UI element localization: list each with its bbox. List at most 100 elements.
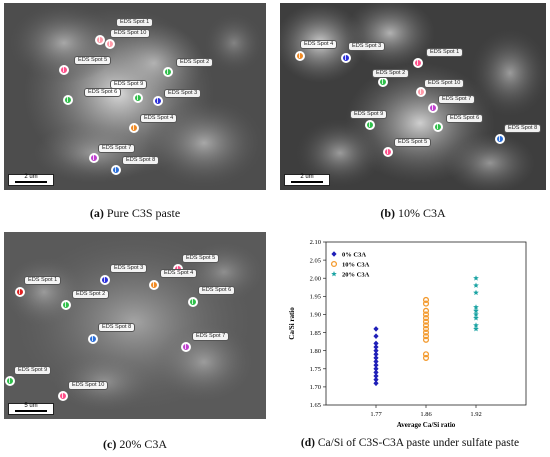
eds-spot-label: EDS Spot 9 xyxy=(350,110,388,119)
eds-spot-label: EDS Spot 4 xyxy=(140,114,178,123)
data-point xyxy=(373,362,379,368)
data-point xyxy=(422,325,430,332)
eds-spot-marker xyxy=(100,275,110,285)
data-point xyxy=(422,315,430,322)
data-point xyxy=(422,354,430,361)
data-point xyxy=(373,326,379,332)
data-point xyxy=(422,311,430,318)
sem-image-b: 2 um xyxy=(280,3,546,190)
data-point xyxy=(422,333,430,340)
data-point xyxy=(473,315,479,321)
eds-spot-label: EDS Spot 9 xyxy=(14,366,52,375)
x-tick-label: 1.92 xyxy=(470,411,481,418)
legend-entry: 0% C3A xyxy=(342,251,366,258)
data-point xyxy=(422,329,430,336)
data-point xyxy=(373,373,379,379)
ca-si-scatter-chart: 1.65 1.70 1.75 1.80 1.85 1.90 1.95 2.00 2.05 2.10… xyxy=(288,239,527,429)
x-tick-label: 1.86 xyxy=(420,411,432,418)
eds-spot-label: EDS Spot 1 xyxy=(116,18,154,27)
y-tick-label: 1.75 xyxy=(310,366,321,373)
chart-panel-d: 1.65 1.70 1.75 1.80 1.85 1.90 1.95 2.00 2.05 2.10… xyxy=(276,232,546,429)
y-axis-label: Ca/Si ratio xyxy=(288,307,296,340)
eds-spot-marker xyxy=(15,287,25,297)
y-tick-label: 1.70 xyxy=(310,384,321,391)
x-tick-label: 1.77 xyxy=(370,411,382,418)
eds-spot-marker xyxy=(95,35,105,45)
eds-spot-marker xyxy=(149,280,159,290)
legend-entry: 20% C3A xyxy=(342,271,370,278)
data-point xyxy=(373,333,379,339)
eds-spot-label: EDS Spot 7 xyxy=(98,144,136,153)
data-point xyxy=(373,380,379,387)
eds-spot-label: EDS Spot 9 xyxy=(110,80,148,89)
data-point xyxy=(422,300,430,307)
y-tick-label: 2.00 xyxy=(310,275,321,282)
eds-spot-marker xyxy=(295,51,305,61)
y-tick-label: 1.90 xyxy=(310,312,321,319)
eds-spot-marker xyxy=(163,67,173,77)
data-point xyxy=(422,322,430,329)
eds-spot-label: EDS Spot 7 xyxy=(192,332,230,341)
data-point xyxy=(373,340,379,347)
data-point xyxy=(422,351,430,358)
caption-a: (a) Pure C3S paste xyxy=(89,206,181,220)
data-point xyxy=(473,304,479,310)
data-point xyxy=(373,369,379,376)
caption-c: (c) 20% C3A xyxy=(103,437,167,451)
caption-b: (b) 10% C3A xyxy=(380,206,446,220)
eds-spot-marker xyxy=(61,300,71,310)
y-tick-label: 2.10 xyxy=(310,239,321,246)
data-point xyxy=(422,318,430,325)
eds-spot-label: EDS Spot 5 xyxy=(394,138,432,147)
eds-spot-label: EDS Spot 1 xyxy=(24,276,62,285)
sem-texture-b xyxy=(280,3,546,190)
y-tick-label: 1.80 xyxy=(310,348,321,355)
eds-spot-marker xyxy=(5,376,15,386)
eds-spot-marker xyxy=(433,122,443,132)
eds-spot-marker xyxy=(58,391,68,401)
data-point xyxy=(373,351,379,358)
data-point xyxy=(473,311,479,317)
y-tick-label: 1.65 xyxy=(310,402,321,409)
eds-spot-marker xyxy=(89,153,99,163)
data-point xyxy=(473,307,479,314)
eds-spot-label: EDS Spot 2 xyxy=(372,69,410,78)
eds-spot-marker xyxy=(129,123,139,133)
y-tick-label: 1.95 xyxy=(310,294,321,301)
legend-marker xyxy=(331,271,337,277)
eds-spot-marker xyxy=(111,165,121,175)
scale-bar-b: 2 um xyxy=(284,174,330,186)
eds-spot-label: EDS Spot 3 xyxy=(110,264,148,273)
eds-spot-marker xyxy=(365,120,375,130)
eds-spot-label: EDS Spot 10 xyxy=(68,381,109,390)
y-tick-label: 1.85 xyxy=(310,330,321,337)
eds-spot-label: EDS Spot 2 xyxy=(72,290,110,299)
eds-spot-label: EDS Spot 7 xyxy=(438,95,476,104)
legend-marker xyxy=(331,251,337,257)
eds-spot-label: EDS Spot 8 xyxy=(504,124,542,133)
data-point xyxy=(473,322,479,328)
eds-spot-marker xyxy=(495,134,505,144)
eds-spot-marker xyxy=(378,77,388,87)
eds-spot-label: EDS Spot 4 xyxy=(300,40,338,49)
eds-spot-marker xyxy=(105,39,115,49)
eds-spot-label: EDS Spot 6 xyxy=(446,114,484,123)
eds-spot-label: EDS Spot 2 xyxy=(176,58,214,67)
data-point xyxy=(473,282,479,288)
eds-spot-label: EDS Spot 5 xyxy=(74,56,112,65)
caption-d: (d) Ca/Si of C3S-C3A paste under sulfate… xyxy=(300,437,520,449)
scale-bar-c: 5 um xyxy=(8,403,54,415)
data-point xyxy=(473,325,479,332)
eds-spot-label: EDS Spot 6 xyxy=(198,286,236,295)
data-point xyxy=(373,376,379,383)
data-point xyxy=(473,275,479,281)
eds-spot-marker xyxy=(88,334,98,344)
data-point xyxy=(373,355,379,361)
data-point xyxy=(373,365,379,372)
eds-spot-marker xyxy=(63,95,73,105)
eds-spot-label: EDS Spot 8 xyxy=(98,323,136,332)
legend-entry: 10% C3A xyxy=(342,261,370,268)
eds-spot-label: EDS Spot 8 xyxy=(122,156,160,165)
eds-spot-marker xyxy=(416,87,426,97)
eds-spot-marker xyxy=(188,297,198,307)
